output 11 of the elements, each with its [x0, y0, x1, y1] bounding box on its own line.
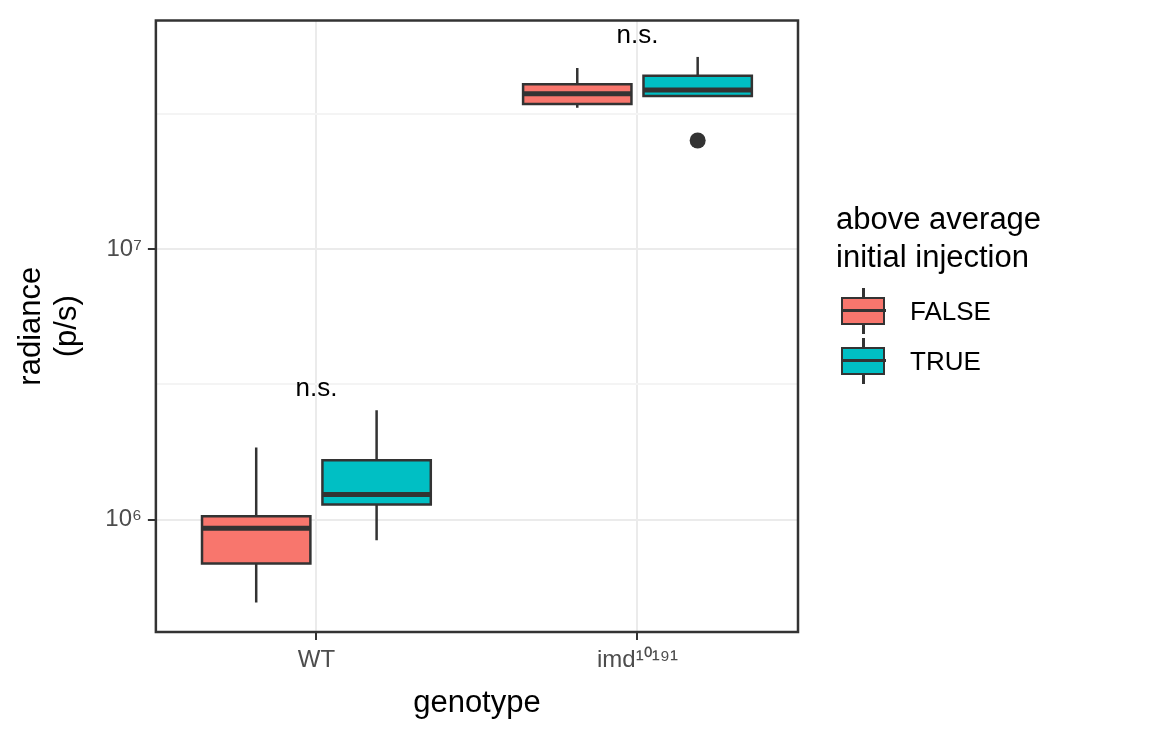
legend-label: TRUE	[910, 345, 981, 377]
annotation: n.s.	[616, 19, 659, 50]
annotation: n.s.	[295, 372, 338, 403]
legend-title: above average initial injection	[836, 200, 1042, 276]
legend-label: FALSE	[910, 295, 991, 327]
y-tick-label: 10⁶	[105, 504, 142, 532]
x-tick-label: WT	[297, 645, 336, 673]
x-tick-label: imd¹⁰¹⁹¹	[597, 645, 678, 673]
y-axis-title: radiance (p/s)	[12, 266, 84, 386]
x-axis-title: genotype	[413, 683, 541, 719]
y-tick-label: 10⁷	[106, 233, 142, 261]
